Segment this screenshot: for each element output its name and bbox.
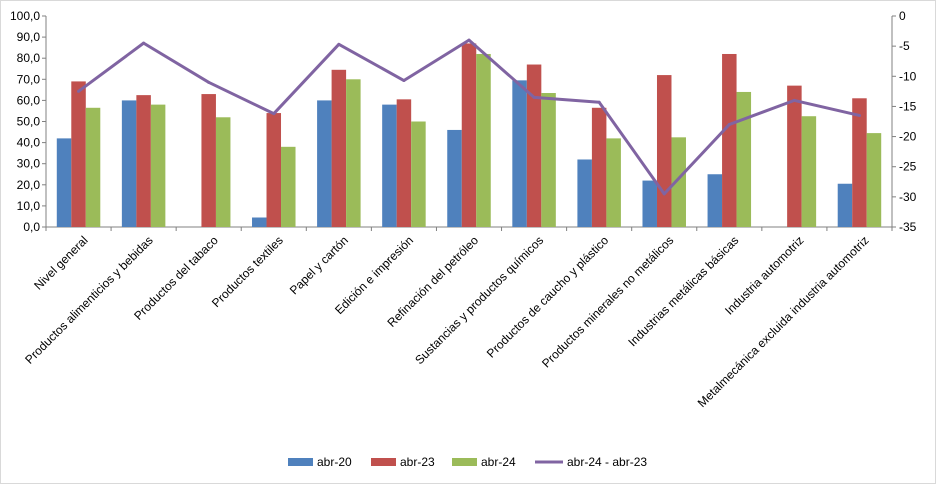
legend: abr-20 abr-23 abr-24 abr-24 - abr-23 [288, 455, 647, 469]
y-tick-label: 10,0 [17, 199, 41, 213]
bar-abr-23 [201, 94, 216, 227]
legend-label: abr-24 [481, 455, 516, 469]
legend-swatch [371, 458, 396, 466]
bar-abr-24 [411, 121, 426, 227]
line-point [857, 113, 861, 117]
y2-tick-label: 0 [899, 9, 906, 23]
bar-abr-24 [281, 146, 296, 227]
bar-abr-20 [382, 104, 397, 227]
y-tick-label: 0,0 [23, 220, 40, 234]
bar-abr-23 [656, 75, 672, 227]
legend-swatch [452, 458, 477, 466]
bar-abr-24 [476, 53, 491, 228]
bar-abr-24 [606, 138, 621, 227]
bar-abr-20 [707, 174, 723, 227]
bar-abr-24 [346, 79, 361, 227]
bar-abr-20 [121, 100, 137, 227]
bar-abr-24 [801, 116, 817, 227]
y2-tick-label: -25 [899, 160, 917, 174]
bar-abr-23 [136, 95, 151, 227]
y2-tick-label: -15 [899, 99, 917, 113]
y-tick-label: 70,0 [17, 72, 41, 86]
bar-abr-20 [512, 80, 527, 227]
bar-abr-23 [526, 64, 542, 227]
bar-abr-20 [317, 100, 332, 227]
line-point [792, 98, 796, 102]
bar-abr-24 [150, 104, 166, 227]
line-point [142, 41, 146, 45]
bar-abr-20 [837, 183, 853, 227]
legend-label: abr-23 [400, 455, 435, 469]
y2-tick-label: -35 [899, 220, 917, 234]
line-point [272, 112, 276, 116]
bar-abr-20 [447, 129, 462, 227]
line-point [467, 38, 471, 42]
bar-abr-23 [71, 81, 86, 227]
legend-label: abr-24 - abr-23 [567, 455, 647, 469]
bar-abr-24 [215, 117, 231, 227]
bar-abr-23 [331, 69, 347, 228]
line-point [77, 89, 81, 93]
bar-abr-20 [577, 159, 592, 227]
bar-abr-24 [671, 137, 686, 227]
bar-abr-23 [852, 98, 867, 227]
y-tick-label: 80,0 [17, 51, 41, 65]
bar-abr-23 [591, 107, 607, 227]
line-point [402, 79, 406, 83]
bar-abr-23 [461, 43, 477, 228]
y2-tick-label: -30 [899, 190, 917, 204]
y-tick-label: 60,0 [17, 93, 41, 107]
y2-tick-label: -5 [899, 39, 910, 53]
y2-tick-label: -20 [899, 130, 917, 144]
bar-abr-24 [541, 93, 556, 227]
line-point [532, 95, 536, 99]
y-tick-label: 90,0 [17, 30, 41, 44]
line-point [597, 100, 601, 104]
bars [56, 43, 882, 228]
bar-abr-23 [266, 113, 282, 227]
bar-abr-23 [396, 99, 412, 227]
line-point [337, 42, 341, 46]
bar-abr-24 [85, 107, 101, 227]
y-tick-label: 100,0 [10, 9, 40, 23]
y-tick-label: 20,0 [17, 178, 41, 192]
y-tick-label: 50,0 [17, 115, 41, 129]
bar-abr-20 [252, 217, 267, 227]
line-point [207, 80, 211, 84]
line-point [662, 192, 666, 196]
bar-abr-20 [56, 138, 72, 227]
difference-line [77, 38, 861, 196]
bar-abr-23 [787, 85, 802, 227]
y2-tick-label: -10 [899, 69, 917, 83]
axes: 100,0 90,0 80,0 70,0 60,0 50,0 40,0 30,0 20,0 10,… [10, 9, 917, 234]
line-point [727, 123, 731, 127]
bar-abr-24 [866, 133, 882, 227]
bar-abr-24 [736, 91, 752, 228]
y-tick-label: 40,0 [17, 136, 41, 150]
legend-label: abr-20 [317, 455, 352, 469]
bar-abr-20 [642, 180, 657, 227]
bar-abr-23 [722, 53, 737, 228]
y-tick-label: 30,0 [17, 157, 41, 171]
legend-swatch [288, 458, 313, 466]
